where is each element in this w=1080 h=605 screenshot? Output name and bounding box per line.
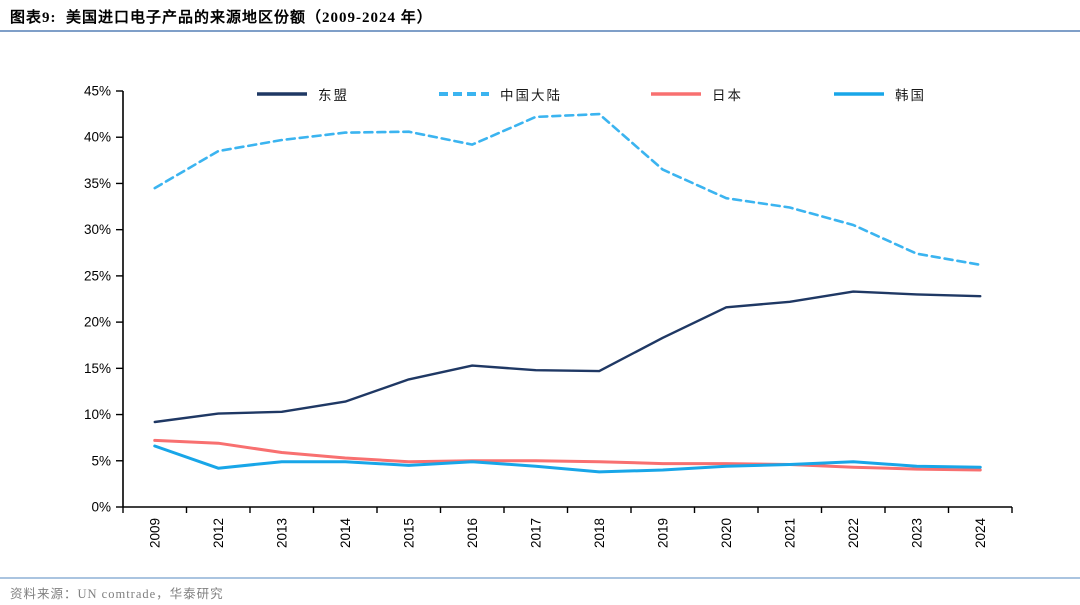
y-tick-label: 25% — [84, 268, 111, 283]
legend-label-asean: 东盟 — [318, 88, 349, 103]
y-tick-label: 0% — [91, 500, 111, 515]
line-chart: 0% 5% 10% 15% 20% 25% 30% 35% 40% 45% 2009 2012 2013… — [0, 36, 1080, 576]
legend-item-japan: 日本 — [650, 84, 743, 104]
x-tick-label: 2017 — [528, 518, 543, 548]
line-asean — [153, 290, 982, 424]
legend-swatch-japan — [650, 91, 702, 97]
x-tick-label: 2012 — [211, 518, 226, 548]
source-note: 资料来源：UN comtrade，华泰研究 — [10, 587, 224, 601]
legend-label-japan: 日本 — [712, 88, 743, 103]
legend-label-china-mainland: 中国大陆 — [500, 88, 562, 103]
x-tick-label: 2016 — [465, 518, 480, 548]
plot-canvas: 0% 5% 10% 15% 20% 25% 30% 35% 40% 45% 2009 2012 2013… — [84, 84, 1013, 549]
x-tick-label: 2013 — [274, 518, 289, 548]
legend-item-china-mainland: 中国大陆 — [438, 84, 562, 104]
legend-label-korea: 韩国 — [895, 88, 926, 103]
y-tick-label: 20% — [84, 315, 111, 330]
x-tick-label: 2020 — [719, 518, 734, 548]
figure-title: 图表9: 美国进口电子产品的来源地区份额（2009-2024 年） — [10, 10, 433, 26]
source-divider — [0, 577, 1080, 579]
legend-swatch-asean — [256, 91, 308, 97]
x-tick-label: 2014 — [338, 518, 353, 549]
line-china-mainland — [153, 112, 982, 267]
x-tick-label: 2018 — [592, 518, 607, 548]
line-korea — [153, 444, 982, 474]
y-tick-label: 35% — [84, 176, 111, 191]
legend-swatch-korea — [833, 91, 885, 97]
x-tick-label: 2021 — [782, 518, 797, 548]
y-tick-label: 15% — [84, 361, 111, 376]
x-tick-label: 2023 — [909, 518, 924, 548]
y-tick-label: 30% — [84, 222, 111, 237]
line-japan — [153, 438, 982, 472]
y-tick-label: 10% — [84, 407, 111, 422]
y-tick-label: 5% — [91, 453, 111, 468]
x-tick-label: 2015 — [401, 518, 416, 548]
x-tick-label: 2022 — [846, 518, 861, 548]
legend-item-asean: 东盟 — [256, 84, 349, 104]
y-tick-label: 40% — [84, 130, 111, 145]
x-tick-label: 2019 — [655, 518, 670, 548]
y-tick-label: 45% — [84, 84, 111, 99]
title-divider — [0, 30, 1080, 32]
legend-swatch-china-mainland — [438, 91, 490, 97]
legend-item-korea: 韩国 — [833, 84, 926, 104]
x-tick-label: 2009 — [147, 518, 162, 548]
x-tick-label: 2024 — [973, 518, 988, 549]
